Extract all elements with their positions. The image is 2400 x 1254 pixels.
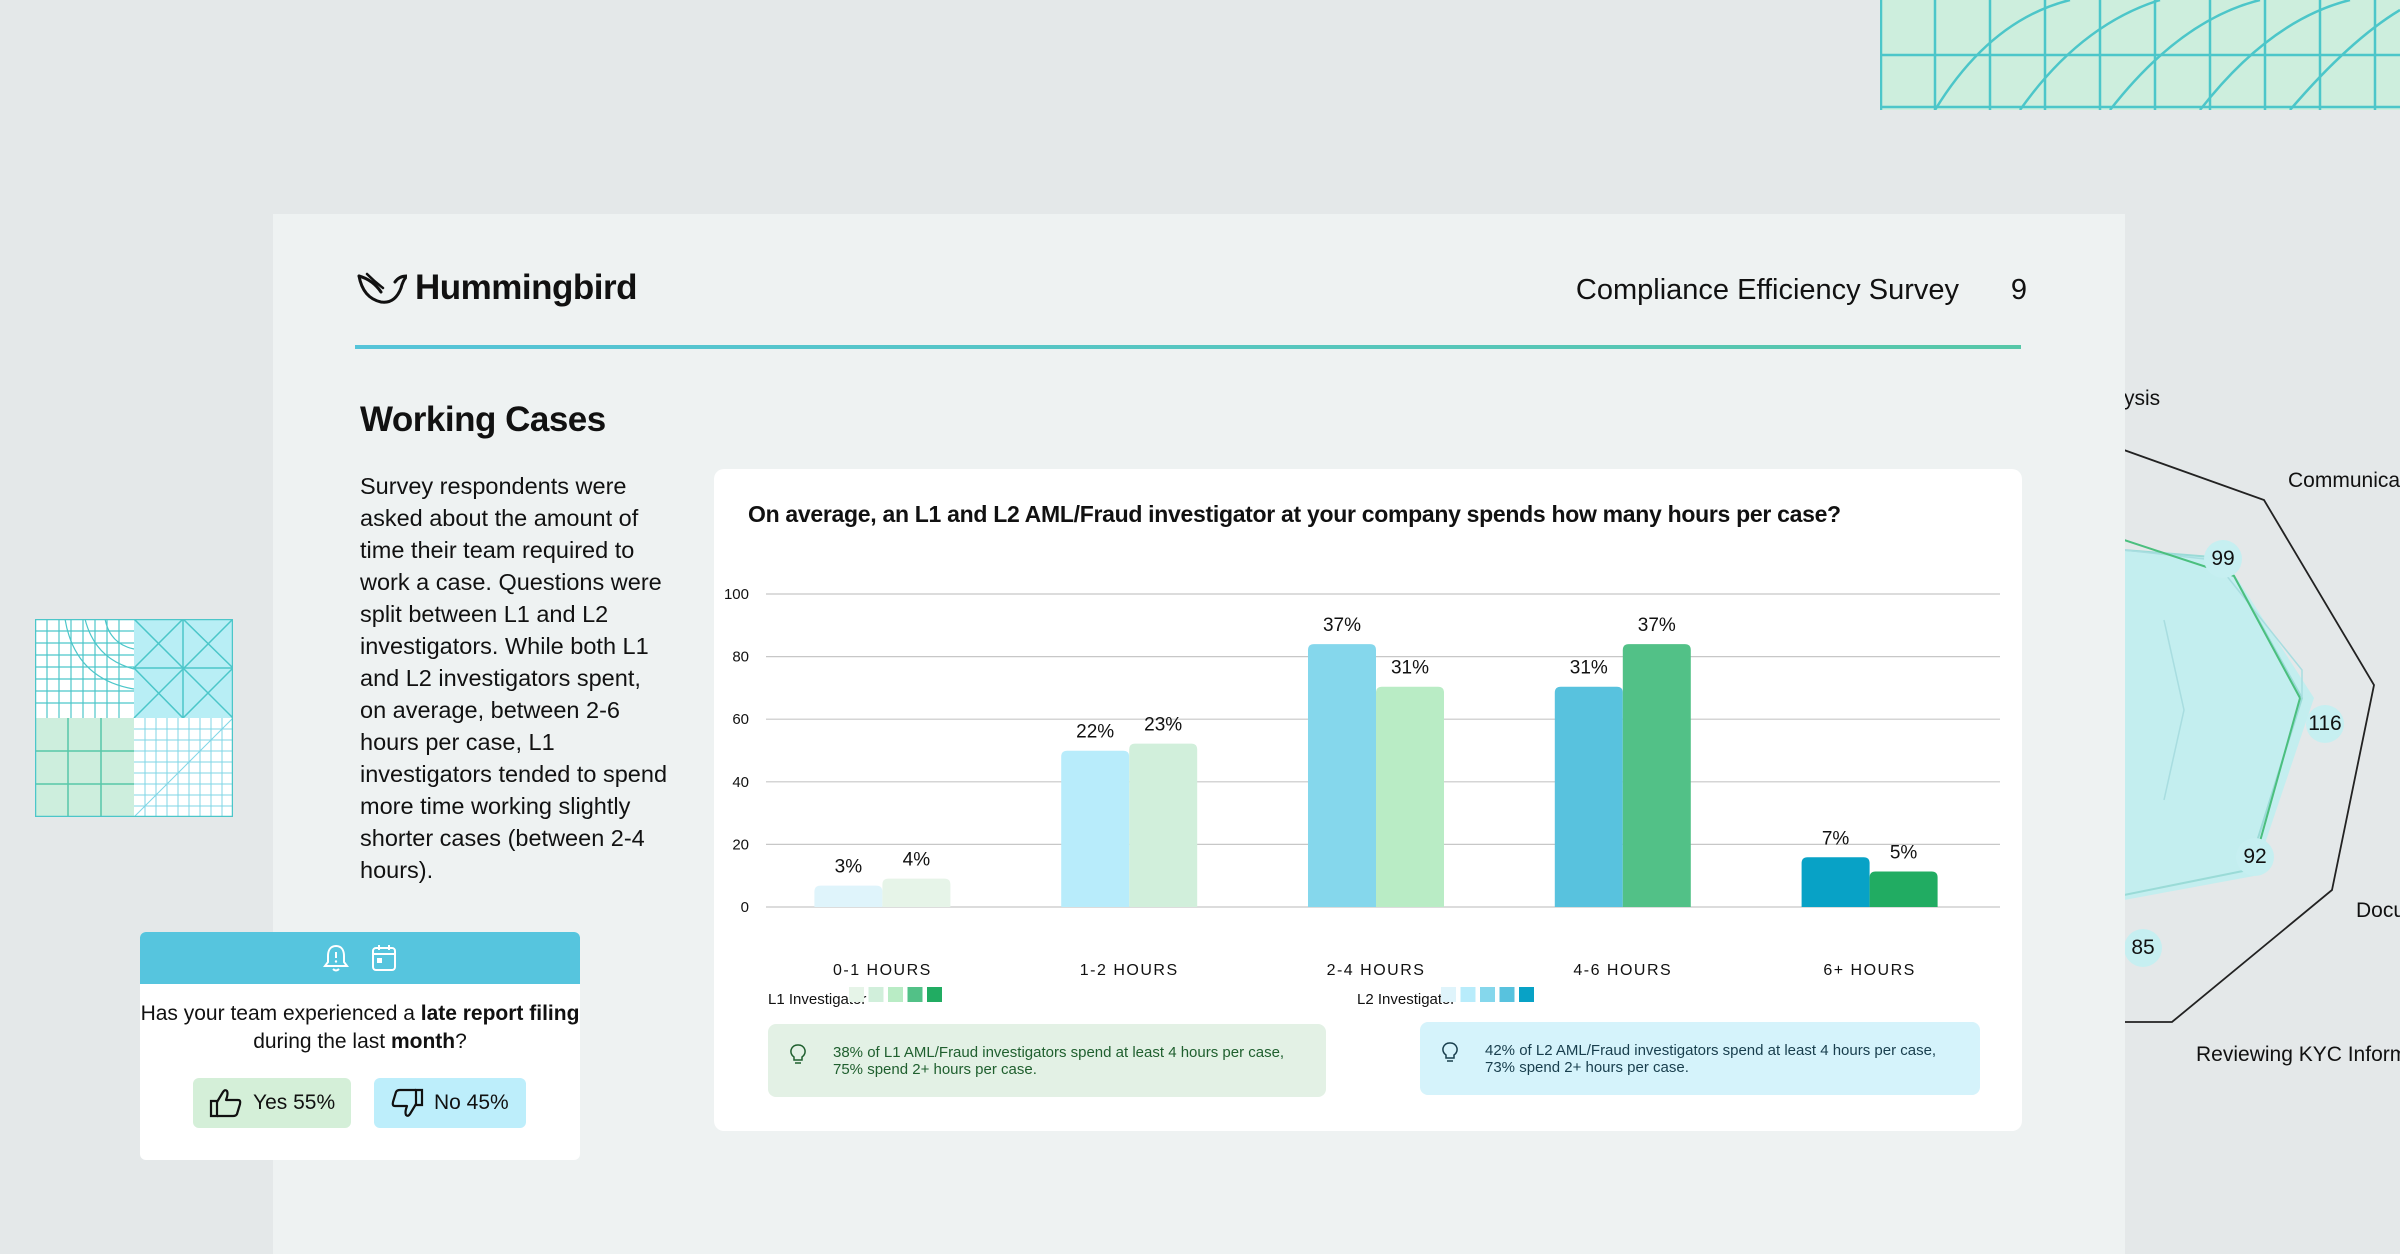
legend-swatch xyxy=(907,987,923,1002)
brand-logo: Hummingbird xyxy=(355,268,637,308)
hummingbird-icon xyxy=(357,272,407,304)
poll-yes-label: Yes 55% xyxy=(253,1091,336,1114)
radar-axis-label: ysis xyxy=(2124,387,2161,410)
bar-data-label: 31% xyxy=(1570,658,1608,679)
poll-no-button[interactable]: No 45% xyxy=(374,1078,526,1128)
radar-value: 85 xyxy=(2124,929,2162,967)
brand-name: Hummingbird xyxy=(415,268,637,307)
y-tick-label: 60 xyxy=(732,711,749,728)
radar-value: 116 xyxy=(2306,705,2344,743)
poll-question-emphasis: month xyxy=(390,1030,456,1053)
radar-chart-fragment: ysis Communica Docu Reviewing KYC Inform… xyxy=(2124,380,2400,1080)
bar-data-label: 37% xyxy=(1323,615,1361,636)
y-tick-label: 100 xyxy=(724,586,749,603)
insight-l1: 38% of L1 AML/Fraud investigators spend … xyxy=(768,1024,1326,1097)
insight-l2-text: 42% of L2 AML/Fraud investigators spend … xyxy=(1485,1042,1937,1076)
bar-data-label: 31% xyxy=(1391,658,1429,679)
radar-axis-label: Reviewing KYC Inform xyxy=(2196,1043,2400,1066)
legend-swatch xyxy=(1499,987,1515,1002)
y-tick-label: 0 xyxy=(741,899,749,916)
legend-swatch xyxy=(927,987,942,1002)
poll-question-text: during the last xyxy=(253,1030,391,1053)
bar-data-label: 5% xyxy=(1890,842,1918,863)
legend-swatch xyxy=(849,987,864,1002)
radar-value: 92 xyxy=(2236,838,2274,876)
insight-l1-text: 38% of L1 AML/Fraud investigators spend … xyxy=(833,1044,1285,1078)
y-tick-label: 40 xyxy=(732,774,749,791)
x-tick-label: 2-4 HOURS xyxy=(1327,962,1426,979)
poll-question-text: ? xyxy=(455,1030,467,1053)
legend-swatch xyxy=(1519,987,1534,1002)
bar-data-label: 3% xyxy=(835,857,863,878)
lightbulb-icon xyxy=(1442,1042,1458,1062)
poll-header xyxy=(140,932,580,984)
bar xyxy=(1554,686,1623,907)
bar xyxy=(814,885,883,907)
poll-question: Has your team experienced a late report … xyxy=(140,1000,580,1056)
bar-data-label: 4% xyxy=(903,850,931,871)
bar xyxy=(1869,871,1938,907)
bar xyxy=(1061,750,1130,907)
section-title: Working Cases xyxy=(360,400,606,439)
section-body: Survey respondents were asked about the … xyxy=(360,473,668,883)
legend-swatch xyxy=(1460,987,1476,1002)
x-tick-label: 1-2 HOURS xyxy=(1080,962,1179,979)
bar xyxy=(882,878,951,907)
chart-card: On average, an L1 and L2 AML/Fraud inves… xyxy=(714,469,2022,1131)
legend-label: L2 Investigator xyxy=(1357,991,1455,1008)
bar-data-label: 7% xyxy=(1822,828,1850,849)
insight-l2: 42% of L2 AML/Fraud investigators spend … xyxy=(1420,1022,1980,1095)
bar xyxy=(1308,644,1376,907)
legend-swatch xyxy=(888,987,903,1002)
y-tick-label: 80 xyxy=(732,649,749,666)
thumbs-up-icon xyxy=(209,1089,242,1118)
bar-data-label: 37% xyxy=(1638,615,1676,636)
thumbs-down-icon xyxy=(391,1088,424,1117)
bar xyxy=(1622,644,1691,907)
bar-data-label: 23% xyxy=(1144,715,1182,736)
decorative-grid-top xyxy=(1880,0,2400,110)
chart-title: On average, an L1 and L2 AML/Fraud inves… xyxy=(748,501,1841,527)
legend-label: L1 Investigator xyxy=(768,991,866,1008)
bar xyxy=(1376,686,1444,907)
poll-no-label: No 45% xyxy=(434,1091,509,1114)
lightbulb-icon xyxy=(790,1044,806,1064)
legend-swatch xyxy=(1480,987,1495,1002)
bar-chart: 0 20 40 60 80 100 3% 4% 0-1 HOURS 22% 23% 1-2 HOURS… xyxy=(724,586,2000,1008)
radar-axis-label: Communica xyxy=(2288,469,2400,492)
radar-value: 99 xyxy=(2204,540,2242,578)
legend-swatch xyxy=(1441,987,1456,1002)
radar-axis-label: Docu xyxy=(2356,899,2400,922)
poll-yes-button[interactable]: Yes 55% xyxy=(193,1078,351,1128)
bell-alert-icon xyxy=(323,944,349,972)
legend-swatch xyxy=(868,987,884,1002)
x-tick-label: 4-6 HOURS xyxy=(1573,962,1672,979)
y-tick-label: 20 xyxy=(732,836,749,853)
x-tick-label: 6+ HOURS xyxy=(1823,962,1915,979)
bar xyxy=(1801,857,1870,907)
poll-widget: Has your team experienced a late report … xyxy=(140,932,580,1160)
poll-question-emphasis: late report filing xyxy=(420,1002,580,1025)
calendar-icon xyxy=(372,945,396,971)
page-number: 9 xyxy=(2010,274,2027,306)
survey-title: Compliance Efficiency Survey xyxy=(1575,274,1959,306)
report-page: Hummingbird Compliance Efficiency Survey… xyxy=(273,214,2125,1254)
header-divider xyxy=(355,345,2021,349)
decorative-grid-left xyxy=(35,619,233,817)
bar xyxy=(1129,743,1198,907)
poll-question-text: Has your team experienced a xyxy=(140,1002,421,1025)
bar-data-label: 22% xyxy=(1076,722,1114,743)
x-tick-label: 0-1 HOURS xyxy=(833,962,932,979)
